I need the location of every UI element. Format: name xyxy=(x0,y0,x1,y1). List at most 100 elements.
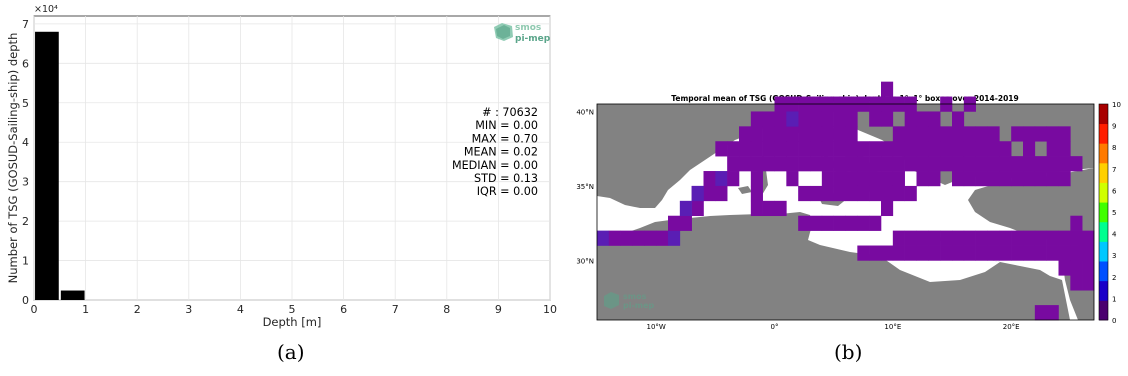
data-box-cell xyxy=(1011,171,1024,187)
data-box-cell xyxy=(1034,305,1047,321)
data-box-cell xyxy=(1058,245,1071,261)
statistic-line: STD = 0.13 xyxy=(474,172,538,185)
data-box-cell xyxy=(798,185,811,202)
data-box-cell xyxy=(1070,275,1083,291)
histogram-bar xyxy=(35,31,59,301)
data-box-cell xyxy=(762,126,775,142)
histogram-x-tick-label: 3 xyxy=(185,303,192,316)
data-box-cell xyxy=(845,126,858,142)
data-box-cell xyxy=(1023,126,1036,142)
data-box-cell xyxy=(1023,245,1036,261)
data-box-cell xyxy=(904,141,917,157)
data-box-cell xyxy=(857,156,870,172)
data-box-cell xyxy=(892,230,905,246)
data-box-cell xyxy=(1023,141,1036,157)
data-box-cell xyxy=(679,200,692,217)
data-box-cell xyxy=(987,245,1000,261)
data-box-cell xyxy=(963,230,976,246)
data-box-cell xyxy=(857,141,870,157)
data-box-cell xyxy=(881,81,894,97)
histogram-y-axis-label: Number of TSG (GOSUD-Sailing-ship) depth xyxy=(6,33,20,284)
data-box-cell xyxy=(963,126,976,142)
anatolia-levant-land xyxy=(968,168,1094,320)
colorbar-tick-label: 7 xyxy=(1112,166,1116,174)
data-box-cell xyxy=(940,156,953,172)
data-box-cell xyxy=(821,156,834,172)
data-box-cell xyxy=(975,230,988,246)
data-box-cell xyxy=(798,215,811,231)
data-box-cell xyxy=(916,111,929,127)
data-box-cell xyxy=(656,230,669,246)
data-box-cell xyxy=(810,126,823,142)
statistic-line: # : 70632 xyxy=(482,106,538,119)
data-box-cell xyxy=(786,126,799,142)
data-box-cell xyxy=(679,215,692,231)
colorbar-segment xyxy=(1099,221,1108,242)
data-box-cell xyxy=(1058,126,1071,142)
data-box-cell xyxy=(1058,141,1071,157)
data-box-cell xyxy=(845,156,858,172)
data-box-cell xyxy=(928,245,941,261)
smos-pimep-logo: smos pi-mep xyxy=(494,23,551,44)
data-box-cell xyxy=(833,185,846,202)
logo-cube-shade xyxy=(496,25,510,39)
data-box-cell xyxy=(869,141,882,157)
data-box-cell xyxy=(940,245,953,261)
data-box-cell xyxy=(810,156,823,172)
data-box-cell xyxy=(691,200,704,217)
data-box-cell xyxy=(1058,156,1071,172)
data-box-cell xyxy=(845,185,858,202)
histogram-x-tick-label: 1 xyxy=(82,303,89,316)
histogram-x-tick-label: 10 xyxy=(543,303,557,316)
histogram-grid xyxy=(33,16,551,301)
data-box-cell xyxy=(904,126,917,142)
histogram-bars xyxy=(35,31,85,301)
data-box-cell xyxy=(963,141,976,157)
data-box-cell xyxy=(869,171,882,187)
y-exponent-label: ×10⁴ xyxy=(34,4,58,15)
data-box-cell xyxy=(1082,275,1095,291)
data-box-cell xyxy=(810,185,823,202)
data-box-cell xyxy=(869,111,882,127)
data-box-cell xyxy=(1034,156,1047,172)
histogram-y-tick-label: 0 xyxy=(22,294,29,307)
data-box-cell xyxy=(952,230,965,246)
longitude-label: 10°W xyxy=(646,323,665,331)
data-box-cell xyxy=(1034,245,1047,261)
data-box-cell xyxy=(987,141,1000,157)
data-box-cell xyxy=(999,245,1012,261)
statistic-line: MIN = 0.00 xyxy=(475,119,538,132)
data-box-cell xyxy=(608,230,621,246)
data-box-cell xyxy=(1082,245,1095,261)
colorbar-tick-label: 5 xyxy=(1112,209,1116,217)
data-box-cell xyxy=(857,245,870,261)
data-box-cell xyxy=(1046,171,1059,187)
data-box-cell xyxy=(821,185,834,202)
data-box-cell xyxy=(774,200,787,217)
data-box-cell xyxy=(1046,141,1059,157)
histogram-x-axis-label: Depth [m] xyxy=(263,315,322,329)
colorbar-segment xyxy=(1099,182,1108,203)
data-box-cell xyxy=(632,230,645,246)
data-box-cell xyxy=(845,215,858,231)
data-box-cell xyxy=(774,111,787,127)
logo-text-smos: smos xyxy=(515,23,541,33)
data-box-cell xyxy=(810,111,823,127)
data-boxes xyxy=(597,81,1095,321)
data-box-cell xyxy=(881,171,894,187)
latitude-label: 30°N xyxy=(576,257,594,265)
data-box-cell xyxy=(845,111,858,127)
data-box-cell xyxy=(892,156,905,172)
data-box-cell xyxy=(715,185,728,202)
data-box-cell xyxy=(821,111,834,127)
data-box-cell xyxy=(892,141,905,157)
data-box-cell xyxy=(1070,260,1083,276)
data-box-cell xyxy=(1023,156,1036,172)
latitude-labels: 40°N 35°N 30°N xyxy=(576,108,594,265)
data-box-cell xyxy=(928,111,941,127)
data-box-cell xyxy=(762,156,775,172)
data-box-cell xyxy=(1011,245,1024,261)
data-box-cell xyxy=(1058,171,1071,187)
data-box-cell xyxy=(1011,230,1024,246)
